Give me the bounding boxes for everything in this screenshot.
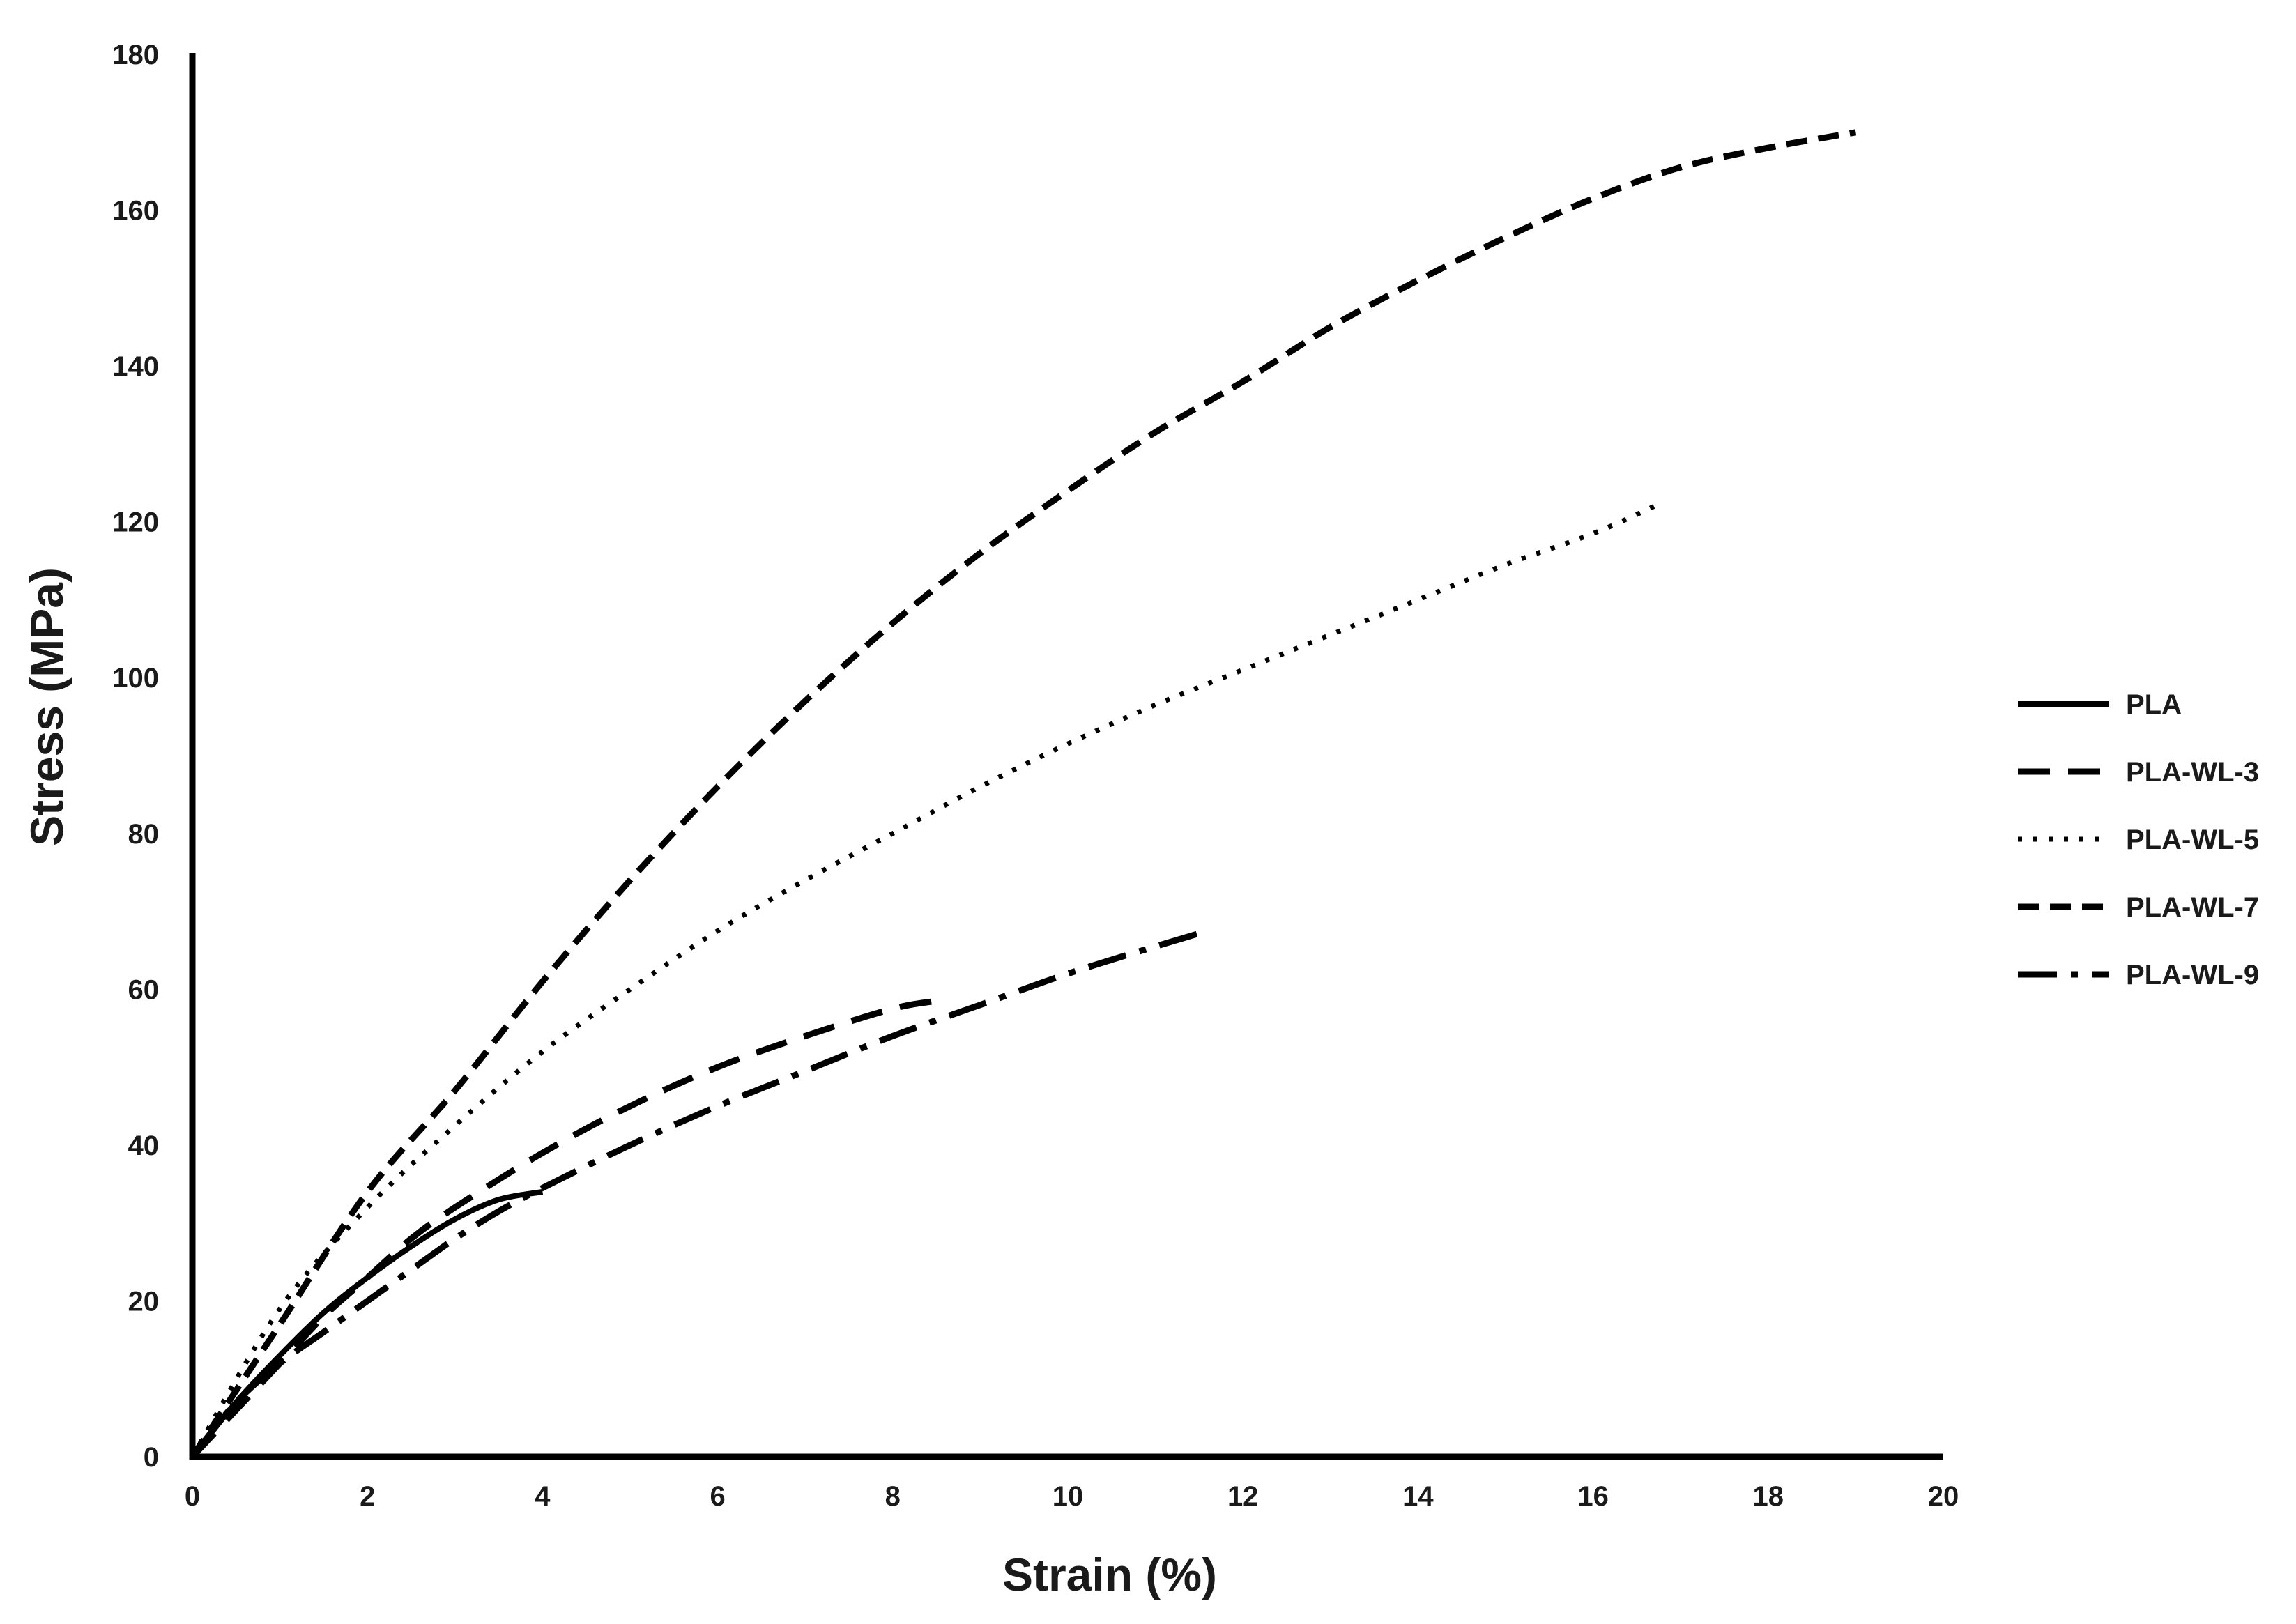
y-tick-label: 180 (112, 40, 159, 70)
y-tick-label: 0 (144, 1442, 159, 1473)
x-axis-title: Strain (%) (1002, 1549, 1217, 1600)
x-tick-label: 16 (1577, 1481, 1609, 1512)
legend-label-pla-wl-3: PLA-WL-3 (2126, 757, 2259, 788)
y-tick-label: 60 (128, 974, 160, 1005)
y-axis-title: Stress (MPa) (21, 567, 72, 846)
y-tick-label: 120 (112, 507, 159, 538)
legend: PLA PLA-WL-3 PLA-WL-5 PLA-WL-7 PLA-WL-9 (2018, 689, 2259, 990)
y-tick-label: 40 (128, 1131, 160, 1161)
series-line-pla-wl-9 (190, 928, 1209, 1459)
legend-label-pla-wl-9: PLA-WL-9 (2126, 960, 2259, 990)
x-tick-label: 6 (710, 1481, 725, 1512)
x-tick-label: 8 (885, 1481, 901, 1512)
x-tick-label: 12 (1227, 1481, 1259, 1512)
y-tick-labels: 0 20 40 60 80 100 120 140 160 180 (112, 40, 159, 1473)
y-tick-label: 100 (112, 663, 159, 694)
series-layer (190, 129, 1857, 1460)
legend-label-pla-wl-5: PLA-WL-5 (2126, 825, 2259, 855)
legend-label-pla: PLA (2126, 689, 2182, 720)
y-tick-label: 80 (128, 819, 160, 850)
y-tick-label: 160 (112, 196, 159, 227)
x-tick-labels: 0 2 4 6 8 10 12 14 16 18 20 (185, 1481, 1959, 1512)
y-tick-label: 140 (112, 351, 159, 382)
legend-label-pla-wl-7: PLA-WL-7 (2126, 892, 2259, 923)
x-tick-label: 18 (1753, 1481, 1784, 1512)
x-tick-label: 14 (1402, 1481, 1434, 1512)
x-tick-label: 20 (1928, 1481, 1959, 1512)
series-line-pla-wl-5 (190, 504, 1655, 1458)
x-tick-label: 2 (360, 1481, 375, 1512)
x-tick-label: 0 (185, 1481, 200, 1512)
series-line-pla-wl-7 (190, 129, 1857, 1459)
x-tick-label: 4 (535, 1481, 551, 1512)
y-tick-label: 20 (128, 1286, 160, 1317)
x-tick-label: 10 (1053, 1481, 1084, 1512)
